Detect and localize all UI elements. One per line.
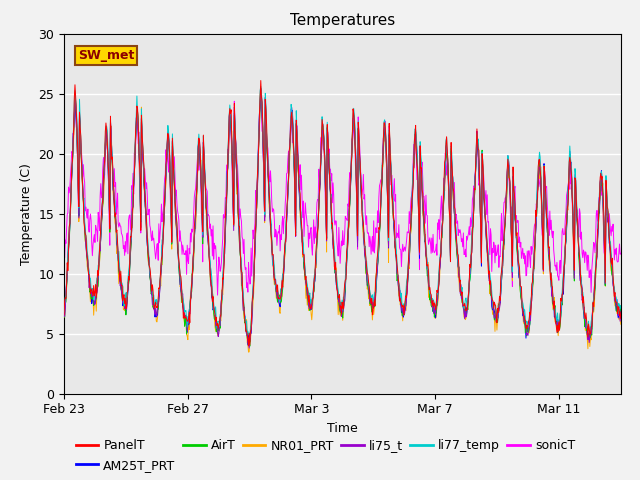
AirT	[246, 343, 253, 349]
li77_temp	[80, 195, 88, 201]
PanelT	[257, 78, 264, 84]
NR01_PRT	[264, 156, 272, 162]
PanelT	[60, 312, 68, 318]
Text: SW_met: SW_met	[78, 49, 134, 62]
PanelT	[294, 148, 301, 154]
PanelT	[244, 343, 252, 349]
AM25T_PRT	[244, 342, 252, 348]
NR01_PRT	[617, 322, 625, 327]
Y-axis label: Temperature (C): Temperature (C)	[20, 163, 33, 264]
li75_t	[191, 223, 199, 228]
li77_temp	[617, 306, 625, 312]
sonicT	[294, 139, 301, 144]
li77_temp	[294, 144, 301, 150]
sonicT	[191, 189, 199, 194]
li77_temp	[377, 200, 385, 205]
li75_t	[511, 212, 519, 217]
AirT	[264, 167, 272, 172]
AM25T_PRT	[257, 85, 264, 91]
NR01_PRT	[60, 314, 68, 320]
Line: li77_temp: li77_temp	[64, 86, 621, 338]
li77_temp	[60, 309, 68, 315]
PanelT	[377, 199, 385, 204]
Line: NR01_PRT: NR01_PRT	[64, 89, 621, 352]
li75_t	[257, 88, 264, 94]
sonicT	[264, 146, 272, 152]
AirT	[191, 222, 199, 228]
sonicT	[80, 174, 88, 180]
li77_temp	[246, 335, 253, 341]
li75_t	[377, 200, 385, 205]
AirT	[80, 212, 88, 218]
PanelT	[80, 220, 88, 226]
AM25T_PRT	[80, 209, 88, 215]
AM25T_PRT	[264, 160, 272, 166]
AirT	[377, 204, 385, 209]
PanelT	[511, 202, 519, 207]
NR01_PRT	[377, 193, 385, 199]
li75_t	[264, 171, 272, 177]
AM25T_PRT	[377, 200, 385, 205]
li75_t	[80, 210, 88, 216]
sonicT	[377, 177, 385, 183]
Line: li75_t: li75_t	[64, 91, 621, 348]
NR01_PRT	[191, 222, 199, 228]
Legend: PanelT, AM25T_PRT, AirT, NR01_PRT, li75_t, li77_temp, sonicT: PanelT, AM25T_PRT, AirT, NR01_PRT, li75_…	[76, 440, 575, 472]
NR01_PRT	[294, 152, 301, 158]
AirT	[294, 157, 301, 163]
sonicT	[617, 251, 625, 256]
li77_temp	[191, 217, 199, 223]
PanelT	[264, 162, 272, 168]
li75_t	[60, 305, 68, 311]
AM25T_PRT	[294, 151, 301, 157]
NR01_PRT	[511, 216, 519, 222]
NR01_PRT	[257, 86, 264, 92]
AirT	[60, 311, 68, 316]
AM25T_PRT	[617, 312, 625, 318]
AirT	[257, 90, 264, 96]
li77_temp	[511, 202, 519, 207]
Line: PanelT: PanelT	[64, 81, 621, 346]
PanelT	[617, 315, 625, 321]
Title: Temperatures: Temperatures	[290, 13, 395, 28]
sonicT	[214, 292, 221, 298]
li75_t	[294, 151, 301, 157]
li77_temp	[264, 158, 272, 164]
sonicT	[60, 248, 68, 254]
li75_t	[617, 311, 625, 317]
AM25T_PRT	[60, 305, 68, 311]
Line: sonicT: sonicT	[64, 97, 621, 295]
NR01_PRT	[80, 216, 88, 221]
NR01_PRT	[244, 349, 252, 355]
sonicT	[511, 183, 519, 189]
li77_temp	[257, 84, 264, 89]
PanelT	[191, 218, 199, 224]
AirT	[617, 303, 625, 309]
X-axis label: Time: Time	[327, 422, 358, 435]
Line: AirT: AirT	[64, 93, 621, 346]
sonicT	[262, 94, 269, 100]
AirT	[511, 216, 519, 222]
Line: AM25T_PRT: AM25T_PRT	[64, 88, 621, 345]
AM25T_PRT	[191, 224, 199, 229]
AM25T_PRT	[511, 215, 519, 221]
li75_t	[245, 345, 253, 351]
